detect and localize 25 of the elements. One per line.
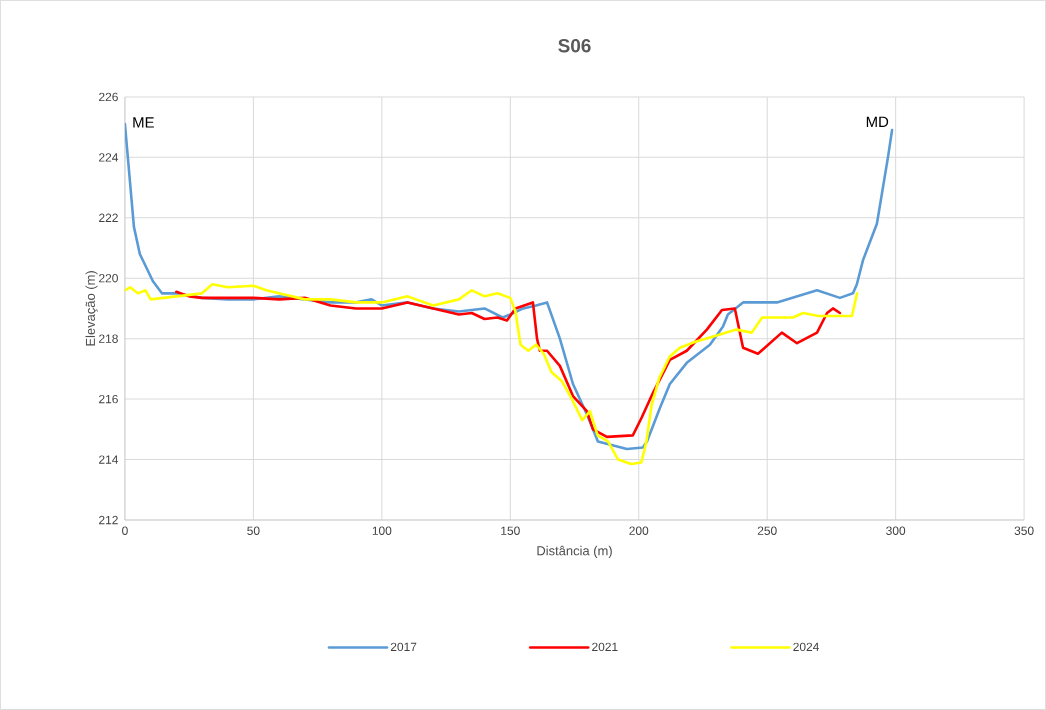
y-tick-label: 212: [99, 515, 118, 525]
y-tick-label: 216: [99, 394, 118, 404]
y-tick-label: 222: [99, 213, 118, 222]
y-tick-label: 214: [99, 455, 119, 464]
annotation: ME: [133, 117, 154, 128]
x-tick-label: 200: [629, 526, 649, 535]
x-tick-label: 150: [501, 526, 520, 535]
y-tick-label: 224: [99, 153, 119, 162]
x-tick-label: 100: [372, 526, 392, 535]
x-axis-title: Distância (m): [537, 545, 612, 558]
legend-label: 2021: [592, 642, 618, 652]
y-axis-title: Elevação (m): [85, 271, 98, 346]
x-tick-label: 300: [886, 526, 906, 535]
legend-label: 2017: [390, 642, 417, 652]
legend-label: 2024: [793, 642, 819, 652]
y-tick-label: 220: [99, 274, 118, 283]
chart-title: S06: [558, 39, 591, 53]
line-series: [124, 283, 859, 466]
annotation: MD: [866, 116, 889, 127]
x-tick-label: 0: [122, 526, 128, 535]
x-tick-label: 50: [247, 526, 260, 535]
y-tick-label: 226: [99, 92, 118, 102]
x-tick-label: 250: [757, 526, 777, 535]
y-tick-label: 218: [99, 334, 118, 343]
x-tick-label: 350: [1014, 526, 1034, 535]
